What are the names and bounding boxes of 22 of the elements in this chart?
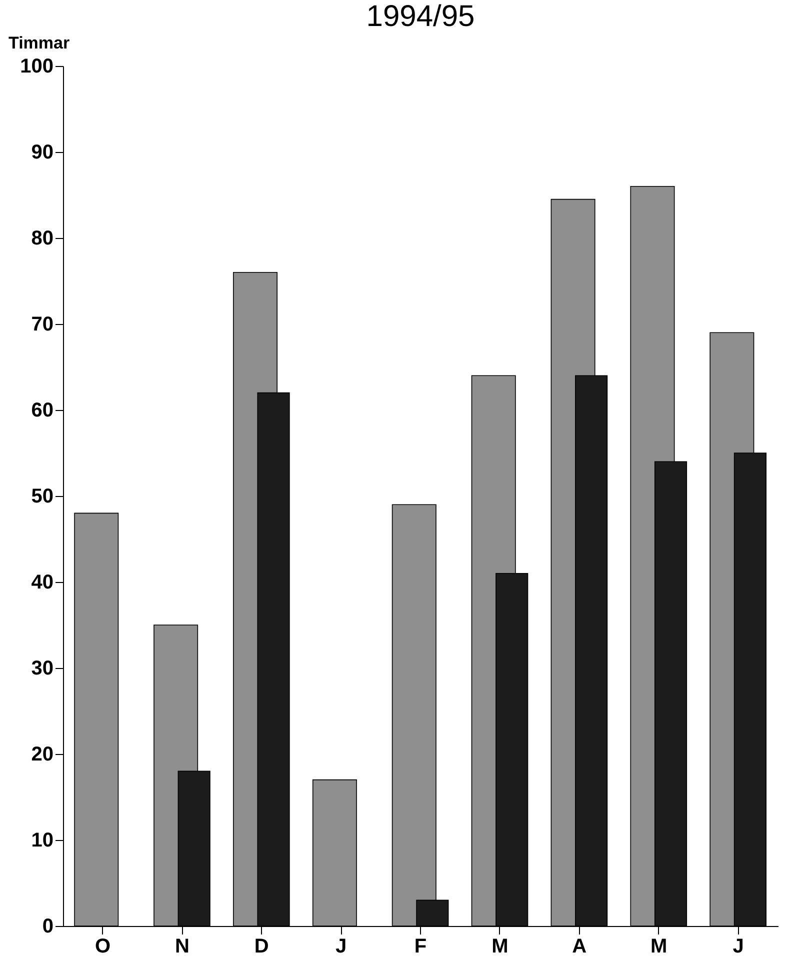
- y-tick-label: 70: [31, 314, 54, 336]
- x-tick-label: J: [732, 936, 744, 958]
- chart-title: 1994/95: [366, 0, 475, 33]
- y-tick-label: 30: [31, 658, 54, 680]
- x-tick-label: O: [94, 936, 111, 958]
- y-tick-label: 20: [31, 744, 54, 766]
- x-tick-label: A: [572, 936, 587, 958]
- x-tick-label: D: [254, 936, 269, 958]
- y-tick-label: 40: [31, 572, 54, 594]
- y-tick-label: 50: [31, 486, 54, 508]
- y-axis-title: Timmar: [8, 34, 70, 52]
- y-tick-label: 100: [20, 56, 54, 78]
- x-tick-label: M: [492, 936, 508, 958]
- y-tick-label: 80: [31, 228, 54, 250]
- y-tick-label: 10: [31, 830, 54, 852]
- x-tick-label: J: [335, 936, 347, 958]
- y-tick-label: 60: [31, 400, 54, 422]
- x-tick-label: M: [650, 936, 668, 958]
- x-tick-label: F: [414, 936, 427, 958]
- x-tick-label: N: [174, 936, 190, 958]
- y-tick-label: 0: [42, 916, 54, 938]
- y-tick-label: 90: [31, 142, 54, 164]
